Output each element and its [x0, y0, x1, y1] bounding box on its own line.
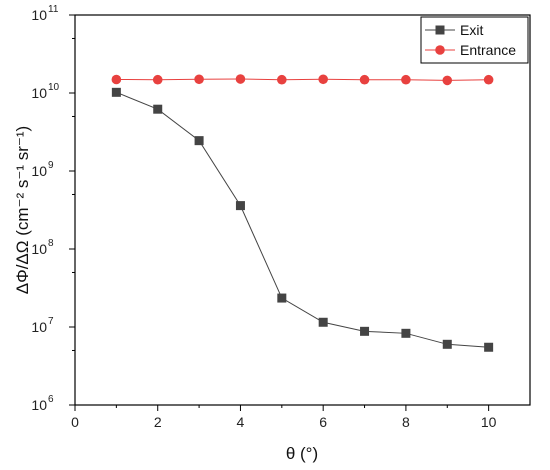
- y-tick-base: 10: [31, 7, 47, 23]
- point-entrance-6: [318, 74, 328, 85]
- y-axis-label: ΔΦ/ΔΩ (cm⁻² s⁻¹ sr⁻¹): [13, 126, 32, 294]
- point-exit-1: [111, 87, 121, 97]
- point-entrance-10: [483, 74, 494, 85]
- y-tick-exp-7: 7: [48, 316, 54, 327]
- y-tick-exp-11: 11: [48, 4, 59, 15]
- x-axis-label: θ (°): [286, 444, 318, 463]
- y-tick-exp-6: 6: [48, 394, 54, 405]
- y-tick-label-11: 10: [31, 7, 47, 23]
- y-tick-exp-10: 10: [48, 82, 60, 93]
- y-tick-base: 10: [31, 85, 47, 101]
- series-line-entrance: [116, 78, 489, 81]
- series-line-exit: [116, 91, 489, 348]
- y-tick-label-6: 10: [31, 397, 47, 413]
- legend-label-exit: Exit: [460, 22, 483, 38]
- legend-box: [420, 16, 529, 64]
- plot-frame: [74, 14, 531, 406]
- y-tick-exp-8: 8: [48, 238, 54, 249]
- point-exit-7: [360, 326, 370, 336]
- point-exit-5: [277, 293, 287, 303]
- point-exit-8: [401, 328, 411, 338]
- y-tick-label-9: 10: [31, 163, 47, 179]
- point-entrance-8: [401, 74, 411, 85]
- point-entrance-1: [111, 74, 122, 85]
- x-tick-label-6: 6: [319, 414, 327, 430]
- x-tick-label-4: 4: [237, 414, 245, 430]
- y-tick-base: 10: [31, 319, 47, 335]
- y-tick-base: 10: [31, 397, 47, 413]
- legend-marker-exit: [435, 25, 445, 35]
- y-tick-base: 10: [31, 163, 47, 179]
- y-tick-base: 10: [31, 241, 47, 257]
- y-tick-label-8: 10: [31, 241, 47, 257]
- point-exit-3: [194, 136, 204, 146]
- x-tick-label-2: 2: [154, 414, 162, 430]
- y-tick-label-10: 10: [31, 85, 47, 101]
- y-tick-exp-9: 9: [48, 160, 54, 171]
- legend-marker-entrance: [435, 45, 445, 55]
- x-tick-label-8: 8: [402, 414, 410, 430]
- point-entrance-2: [152, 74, 163, 85]
- point-exit-6: [318, 317, 328, 327]
- legend-label-entrance: Entrance: [460, 42, 516, 58]
- point-entrance-9: [442, 75, 453, 86]
- x-tick-label-10: 10: [481, 414, 497, 430]
- x-tick-label-0: 0: [71, 414, 79, 430]
- point-exit-9: [442, 339, 452, 349]
- point-entrance-5: [277, 74, 287, 85]
- point-exit-2: [153, 104, 163, 114]
- point-entrance-4: [235, 74, 246, 84]
- y-tick-label-7: 10: [31, 319, 47, 335]
- point-exit-10: [484, 342, 494, 352]
- series-layer: [111, 74, 494, 352]
- point-entrance-7: [359, 74, 370, 85]
- legend: Exit Entrance: [420, 16, 529, 64]
- point-entrance-3: [194, 74, 204, 85]
- point-exit-4: [235, 201, 245, 211]
